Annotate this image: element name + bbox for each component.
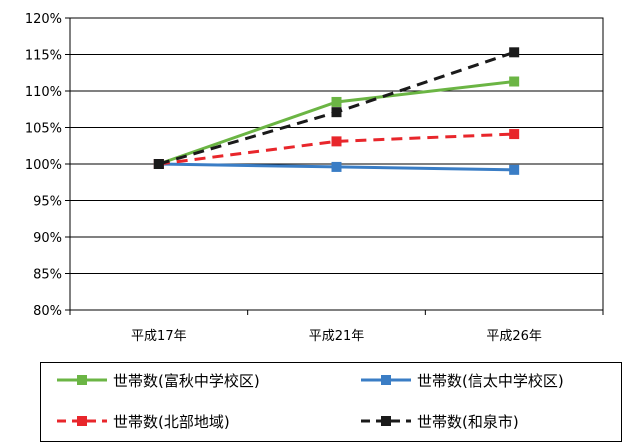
x-tick-label-0: 平成17年 [131,329,187,344]
series-4-point-2 [509,47,520,58]
series-3-point-2 [509,129,520,140]
legend-swatch-series-3 [57,416,107,426]
legend-swatch-series-2 [361,375,411,385]
x-tick-labels: 平成17年 平成21年 平成26年 [131,329,542,344]
series-2-point-2 [509,164,520,175]
axes [65,17,604,315]
series-line-1 [158,80,515,166]
legend-label-series-4: 世帯数(和泉市) [417,412,519,431]
y-tick-label-1: 85% [33,268,62,283]
plot-area-border [69,17,604,311]
x-tick-label-1: 平成21年 [309,329,365,344]
legend-item-series-2: 世帯数(信太中学校区) [359,368,564,392]
legend-label-series-2: 世帯数(信太中学校区) [417,371,564,390]
series-4-point-0 [153,159,164,169]
y-tick-label-3: 95% [33,195,62,210]
legend-label-series-3: 世帯数(北部地域) [113,412,230,431]
series-lines [153,47,520,175]
series-1-point-2 [509,76,520,87]
x-tick-label-2: 平成26年 [486,329,542,344]
series-4-point-1 [331,107,342,118]
y-tick-label-7: 115% [25,49,62,64]
y-tick-label-0: 80% [33,304,62,319]
legend-item-series-1: 世帯数(富秋中学校区) [55,368,260,392]
y-tick-label-6: 110% [25,85,62,100]
legend-label-series-1: 世帯数(富秋中学校区) [113,371,260,390]
series-1-point-1 [331,96,342,107]
y-tick-labels: 80% 85% 90% 95% 100% 105% 110% 115% 120% [25,12,62,319]
series-line-3 [158,132,515,166]
series-2-point-1 [331,161,342,172]
legend-swatch-series-4 [361,416,411,426]
y-tick-label-4: 100% [25,158,62,173]
series-3-point-1 [331,136,342,147]
y-tick-label-2: 90% [33,231,62,246]
legend-item-series-3: 世帯数(北部地域) [55,409,230,433]
y-tick-label-5: 105% [25,122,62,137]
legend-item-series-4: 世帯数(和泉市) [359,409,519,433]
y-tick-label-8: 120% [25,12,62,27]
legend-swatch-series-1 [57,375,107,385]
legend: 世帯数(富秋中学校区) 世帯数(信太中学校区) 世帯数(北部地域) 世帯数(和泉… [40,362,622,442]
line-chart: 80%85%90%95%100%105%110%115%120% 平成17年 平成… [25,12,604,344]
